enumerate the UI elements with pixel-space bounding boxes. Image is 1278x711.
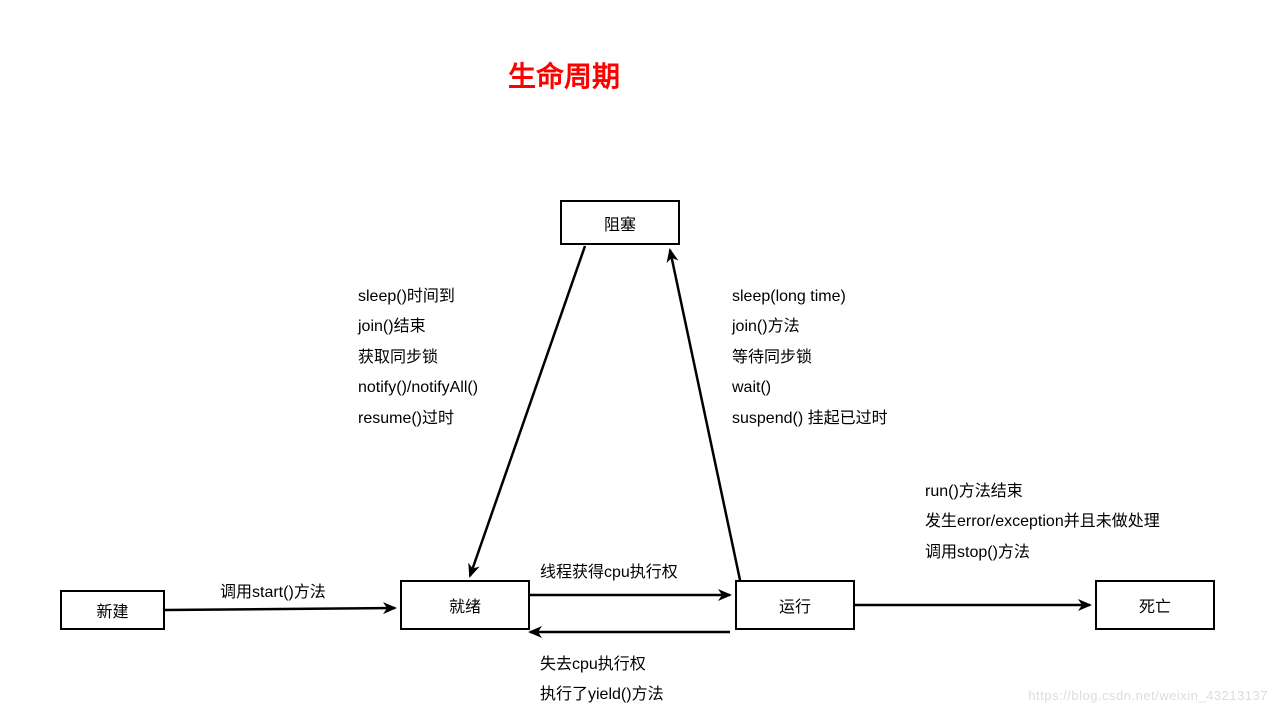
- node-ready: 就绪: [400, 580, 530, 630]
- label-lbl-start: 调用start()方法: [220, 578, 326, 602]
- node-running: 运行: [735, 580, 855, 630]
- label-block-blk-blocked-to-ready: sleep()时间到join()结束获取同步锁notify()/notifyAl…: [358, 282, 478, 434]
- diagram-title: 生命周期: [508, 55, 620, 95]
- label-lbl-getcpu: 线程获得cpu执行权: [540, 558, 678, 582]
- label-block-blk-running-to-blocked: sleep(long time)join()方法等待同步锁 wait()susp…: [732, 282, 888, 434]
- node-blocked: 阻塞: [560, 200, 680, 245]
- edge-blocked-to-ready: [470, 246, 585, 576]
- arrows-layer: [0, 0, 1278, 711]
- label-block-blk-running-to-dead: run()方法结束发生error/exception并且未做处理 调用stop(…: [925, 477, 1160, 568]
- node-dead: 死亡: [1095, 580, 1215, 630]
- edge-running-to-blocked: [670, 250, 740, 580]
- label-lbl-losecpu: 失去cpu执行权执行了yield()方法: [540, 650, 664, 711]
- edge-new-to-ready: [165, 608, 395, 610]
- node-new: 新建: [60, 590, 165, 630]
- watermark-text: https://blog.csdn.net/weixin_43213137: [1028, 688, 1268, 703]
